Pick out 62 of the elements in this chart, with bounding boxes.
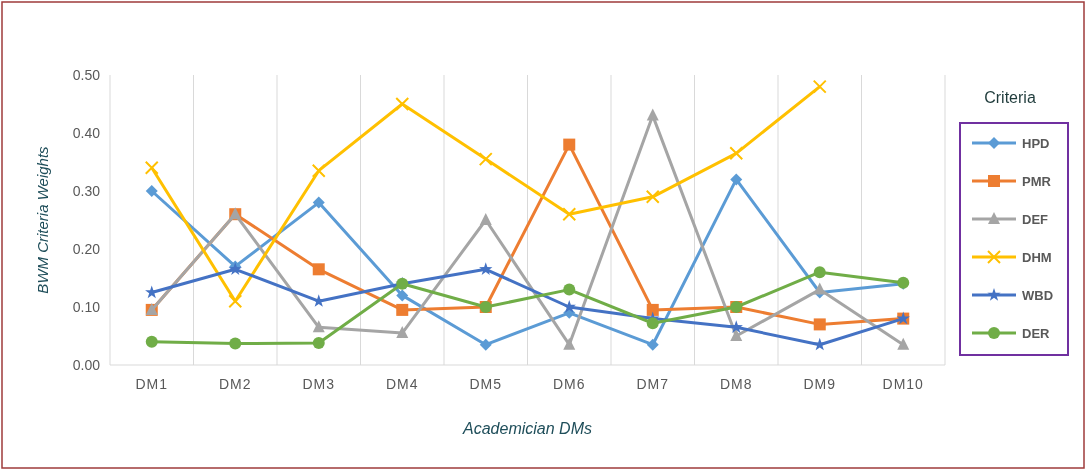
x-tick-label: DM10	[882, 376, 924, 392]
point	[813, 282, 826, 295]
point	[645, 189, 660, 204]
x-axis-title: Academician DMs	[462, 420, 592, 437]
point	[311, 163, 326, 178]
point	[312, 336, 325, 349]
point	[479, 338, 492, 351]
x-tick-label: DM2	[218, 376, 252, 392]
point	[312, 196, 325, 209]
point	[396, 289, 409, 302]
x-tick-label: DM9	[803, 376, 837, 392]
x-tick-label: DM3	[302, 376, 336, 392]
point	[563, 283, 576, 296]
x-tick-label: DM8	[719, 376, 753, 392]
x-tick-label: DM6	[552, 376, 586, 392]
point	[145, 335, 158, 348]
y-axis-title: BWM Criteria Weights	[34, 145, 51, 294]
point	[730, 173, 743, 186]
y-tick-label: 0.20	[72, 240, 101, 257]
y-tick-label: 0.30	[72, 182, 101, 199]
y-tick-label: 0.50	[72, 66, 101, 83]
legend-label: DER	[1022, 325, 1051, 341]
legend-label: DHM	[1022, 249, 1052, 265]
point	[479, 213, 492, 225]
legend-label: PMR	[1022, 173, 1052, 189]
legend-label: WBD	[1022, 287, 1054, 303]
point	[396, 303, 409, 316]
x-tick-label: DM4	[385, 376, 419, 392]
y-tick-label: 0.00	[72, 356, 101, 373]
point	[563, 138, 576, 151]
point	[646, 338, 659, 351]
point	[563, 337, 576, 350]
point	[813, 266, 826, 279]
point	[897, 337, 910, 350]
point	[729, 320, 743, 333]
point	[312, 320, 325, 333]
x-tick-label: DM7	[636, 376, 670, 392]
point	[562, 300, 576, 313]
legend-label: DEF	[1022, 211, 1049, 227]
point	[144, 160, 159, 175]
point	[813, 318, 826, 331]
point	[562, 207, 577, 222]
y-tick-label: 0.40	[72, 124, 101, 141]
y-tick-label: 0.10	[72, 298, 101, 315]
point	[646, 317, 659, 330]
point	[479, 262, 493, 275]
point	[396, 326, 409, 339]
point	[312, 263, 325, 276]
legend-label: HPD	[1022, 135, 1050, 151]
legend-title: Criteria	[984, 89, 1036, 106]
point	[478, 152, 493, 167]
x-tick-label: DM5	[469, 376, 503, 392]
point	[228, 294, 243, 309]
point	[812, 79, 827, 94]
point	[729, 146, 744, 161]
x-tick-label: DM1	[135, 376, 169, 392]
point	[145, 185, 158, 197]
point	[646, 108, 659, 121]
point	[730, 329, 743, 341]
point	[229, 337, 242, 350]
point	[395, 97, 410, 111]
point	[646, 303, 659, 316]
